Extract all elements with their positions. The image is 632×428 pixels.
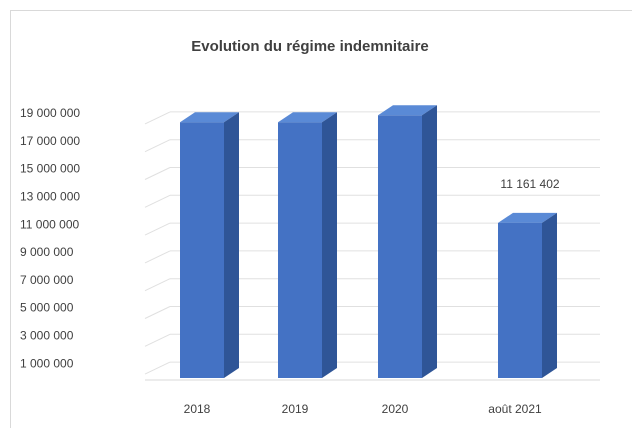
grid-line xyxy=(144,167,171,180)
bar xyxy=(278,112,337,379)
bar-face xyxy=(278,112,337,123)
y-tick-label: 17 000 000 xyxy=(20,134,80,148)
grid-line xyxy=(144,222,171,236)
x-tick-label: 2019 xyxy=(282,402,309,416)
grid-line xyxy=(144,361,171,375)
x-tick-label: 2018 xyxy=(184,402,211,416)
chart-title: Evolution du régime indemnitaire xyxy=(191,38,429,55)
bar-face xyxy=(224,112,239,379)
bar-face xyxy=(322,112,337,379)
x-tick-label: 2020 xyxy=(382,402,409,416)
y-tick-label: 7 000 000 xyxy=(20,273,74,287)
bar xyxy=(180,112,239,379)
y-tick-label: 15 000 000 xyxy=(20,162,80,176)
bar-face xyxy=(542,212,557,378)
bar-face xyxy=(180,122,224,379)
y-tick-label: 13 000 000 xyxy=(20,189,80,203)
bar-face xyxy=(278,122,322,379)
bar-face xyxy=(180,112,239,123)
y-tick-label: 19 000 000 xyxy=(20,106,80,120)
grid-line xyxy=(144,111,171,125)
grid-line xyxy=(144,194,171,208)
grid-line xyxy=(144,333,171,347)
bar xyxy=(378,105,437,378)
y-tick-label: 9 000 000 xyxy=(20,245,74,259)
bar-face xyxy=(378,115,422,378)
x-tick-label: août 2021 xyxy=(488,402,542,416)
data-label: 11 161 402 xyxy=(500,177,559,191)
grid-line xyxy=(144,139,171,153)
bar-face xyxy=(498,212,557,223)
bar-face xyxy=(422,105,437,378)
y-tick-label: 3 000 000 xyxy=(20,328,74,342)
bar xyxy=(498,212,557,378)
y-tick-label: 1 000 000 xyxy=(20,356,74,370)
grid-line xyxy=(144,306,171,319)
grid-line xyxy=(144,250,171,264)
grid-line xyxy=(144,278,171,292)
y-tick-label: 5 000 000 xyxy=(20,301,74,315)
y-tick-label: 11 000 000 xyxy=(20,217,79,231)
bar-face xyxy=(498,222,542,378)
bar-face xyxy=(378,105,437,116)
